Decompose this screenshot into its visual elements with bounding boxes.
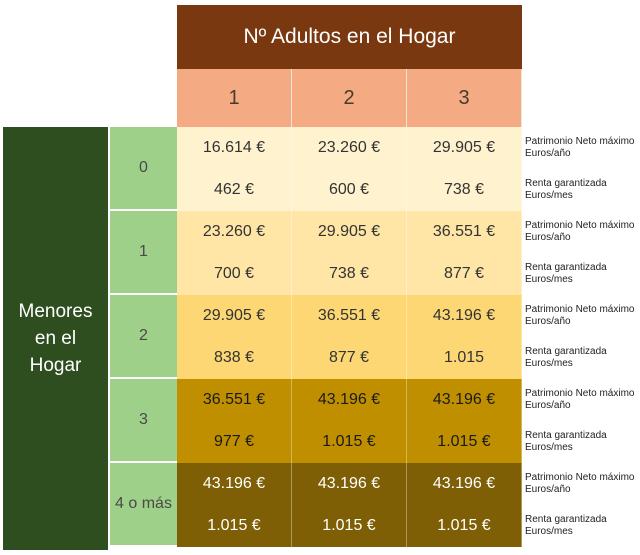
minors-label: Menores en el Hogar (3, 127, 108, 550)
minors-row-label: 0 (110, 127, 177, 211)
renta-value: 738 € (292, 253, 407, 295)
patrimonio-value: 43.196 € (407, 379, 522, 421)
minors-label-text: Menores en el Hogar (18, 301, 93, 376)
patrimonio-value: 23.260 € (177, 211, 292, 253)
patrimonio-value: 43.196 € (292, 463, 407, 505)
minors-row-label: 4 o más (110, 463, 177, 547)
minors-row-label: 2 (110, 295, 177, 379)
renta-value: 700 € (177, 253, 292, 295)
adults-col-1: 1 (177, 69, 292, 127)
renta-value: 877 € (292, 337, 407, 379)
patrimonio-value: 16.614 € (177, 127, 292, 169)
renta-value: 1.015 € (177, 505, 292, 547)
renta-value: 600 € (292, 169, 407, 211)
patrimonio-value: 29.905 € (292, 211, 407, 253)
adults-col-3: 3 (407, 69, 522, 127)
patrimonio-value: 43.196 € (407, 463, 522, 505)
renta-value: 838 € (177, 337, 292, 379)
renta-label: Renta garantizada Euros/mes (522, 505, 640, 547)
renta-value: 462 € (177, 169, 292, 211)
renta-value: 977 € (177, 421, 292, 463)
renta-label: Renta garantizada Euros/mes (522, 337, 640, 379)
renta-label: Renta garantizada Euros/mes (522, 169, 640, 211)
minors-row-label: 1 (110, 211, 177, 295)
renta-value: 1.015 € (407, 421, 522, 463)
patrimonio-label: Patrimonio Neto máximo Euros/año (522, 295, 640, 337)
renta-value: 877 € (407, 253, 522, 295)
patrimonio-value: 29.905 € (407, 127, 522, 169)
minors-row-label: 3 (110, 379, 177, 463)
patrimonio-label: Patrimonio Neto máximo Euros/año (522, 379, 640, 421)
patrimonio-value: 29.905 € (177, 295, 292, 337)
adults-header: Nº Adultos en el Hogar (177, 5, 522, 69)
patrimonio-value: 43.196 € (177, 463, 292, 505)
patrimonio-label: Patrimonio Neto máximo Euros/año (522, 127, 640, 169)
renta-value: 738 € (407, 169, 522, 211)
patrimonio-value: 36.551 € (407, 211, 522, 253)
patrimonio-label: Patrimonio Neto máximo Euros/año (522, 211, 640, 253)
adults-col-2: 2 (292, 69, 407, 127)
renta-value: 1.015 (407, 337, 522, 379)
renta-value: 1.015 € (407, 505, 522, 547)
patrimonio-value: 36.551 € (292, 295, 407, 337)
renta-value: 1.015 € (292, 421, 407, 463)
renta-label: Renta garantizada Euros/mes (522, 253, 640, 295)
patrimonio-value: 36.551 € (177, 379, 292, 421)
patrimonio-value: 43.196 € (407, 295, 522, 337)
patrimonio-value: 23.260 € (292, 127, 407, 169)
renta-value: 1.015 € (292, 505, 407, 547)
patrimonio-value: 43.196 € (292, 379, 407, 421)
patrimonio-label: Patrimonio Neto máximo Euros/año (522, 463, 640, 505)
renta-label: Renta garantizada Euros/mes (522, 421, 640, 463)
